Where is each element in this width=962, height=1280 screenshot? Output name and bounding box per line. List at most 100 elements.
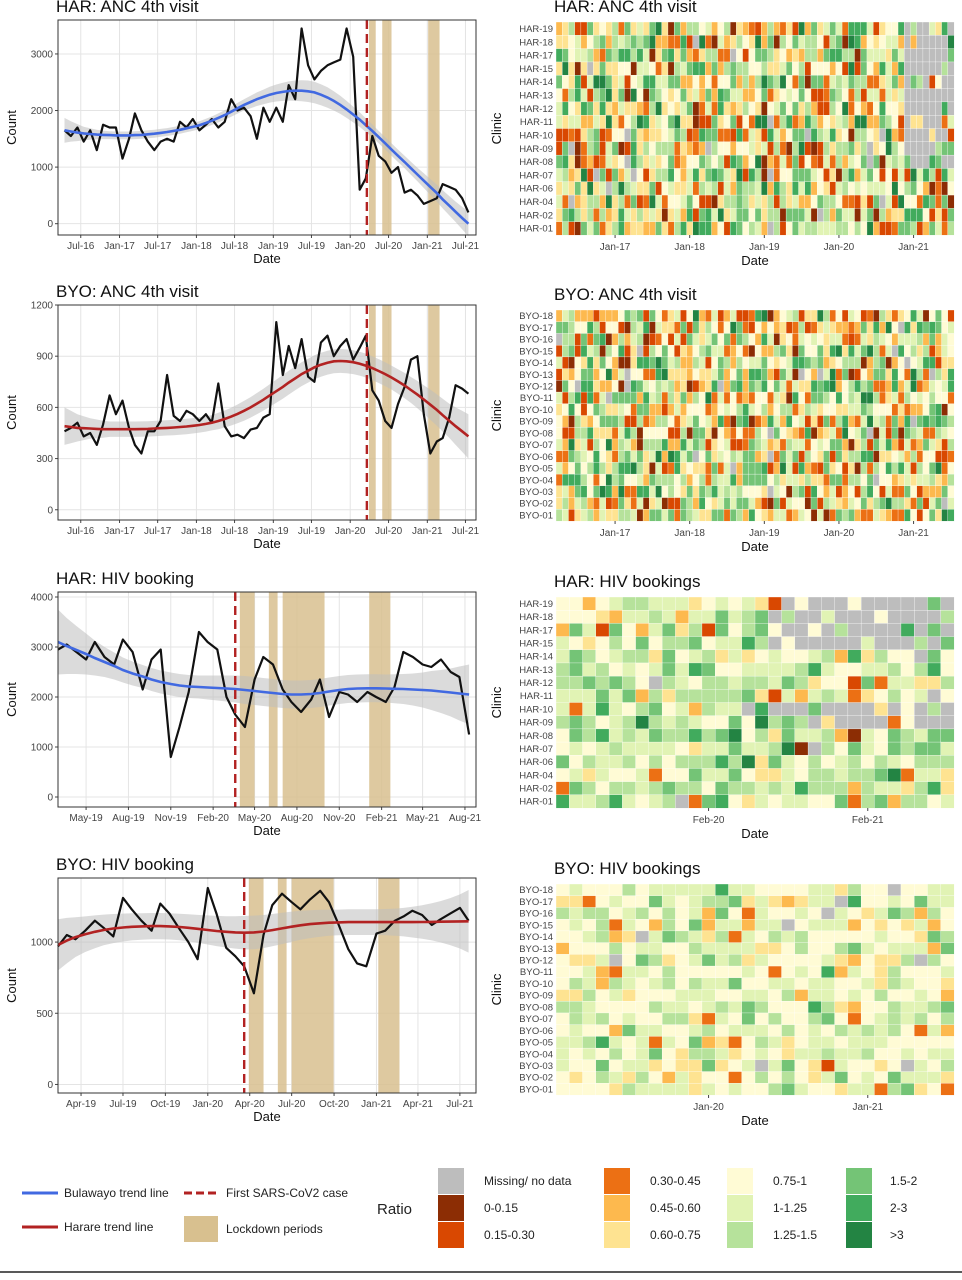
heatmap-cell bbox=[611, 115, 619, 129]
heatmap-cell bbox=[705, 403, 712, 416]
heatmap-cell bbox=[569, 965, 583, 979]
heatmap-cell bbox=[916, 485, 924, 498]
heatmap-cell bbox=[904, 48, 911, 63]
heatmap-cell bbox=[767, 101, 775, 116]
heatmap-cell bbox=[582, 1047, 597, 1061]
heatmap-cell bbox=[555, 596, 570, 611]
heatmap-cell bbox=[630, 35, 638, 49]
heatmap-cell bbox=[834, 1012, 849, 1026]
heatmap-cell bbox=[927, 1083, 942, 1096]
heatmap-cell bbox=[773, 194, 781, 209]
heatmap-cell bbox=[935, 168, 942, 183]
heatmap-cell bbox=[618, 415, 625, 428]
heatmap-cell bbox=[667, 48, 675, 63]
heatmap-cell bbox=[847, 649, 862, 664]
heatmap-cell bbox=[667, 427, 675, 440]
heatmap-cell bbox=[874, 596, 889, 611]
heatmap-cell bbox=[914, 965, 928, 979]
heatmap-cell bbox=[872, 88, 880, 103]
heatmap-cell bbox=[673, 485, 681, 498]
heatmap-cell bbox=[927, 794, 942, 809]
row-label: HAR-12 bbox=[519, 678, 553, 689]
heatmap-cell bbox=[879, 368, 886, 381]
heatmap-cell bbox=[922, 35, 930, 49]
heatmap-cell bbox=[810, 75, 818, 89]
heatmap-cell bbox=[686, 450, 694, 463]
heatmap-cell bbox=[667, 181, 675, 196]
heatmap-cell bbox=[879, 101, 886, 116]
heatmap-cell bbox=[599, 221, 607, 236]
heatmap-cell bbox=[742, 154, 750, 169]
heatmap-cell bbox=[854, 21, 862, 36]
heatmap-cell bbox=[580, 427, 588, 440]
heatmap-cell bbox=[879, 61, 886, 76]
heatmap-cell bbox=[940, 977, 955, 990]
heatmap-cell bbox=[910, 115, 918, 129]
x-tick-label: Jul-16 bbox=[67, 241, 95, 252]
heatmap-cell bbox=[686, 88, 694, 103]
heatmap-cell bbox=[580, 154, 588, 169]
heatmap-cell bbox=[741, 1001, 756, 1014]
heatmap-cell bbox=[701, 768, 716, 783]
heatmap-cell bbox=[761, 101, 768, 116]
heatmap-cell bbox=[611, 35, 619, 49]
legend-swatch-ratio bbox=[727, 1168, 753, 1194]
heatmap-cell bbox=[741, 954, 756, 967]
heatmap-cell bbox=[675, 954, 690, 967]
heatmap-cell bbox=[872, 168, 880, 183]
heatmap-cell bbox=[887, 610, 902, 624]
heatmap-cell bbox=[866, 438, 874, 452]
heatmap-cell bbox=[817, 509, 824, 522]
heatmap-cell bbox=[887, 954, 902, 967]
heatmap-cell bbox=[848, 61, 855, 76]
heatmap-cell bbox=[593, 497, 600, 510]
heatmap-cell bbox=[914, 675, 928, 690]
heatmap-cell bbox=[661, 309, 669, 323]
heatmap-cell bbox=[761, 88, 768, 103]
panel-title: BYO: ANC 4th visit bbox=[56, 282, 199, 301]
heatmap-cell bbox=[804, 309, 812, 323]
heatmap-cell bbox=[692, 380, 700, 393]
heatmap-cell bbox=[574, 356, 582, 369]
heatmap-cell bbox=[792, 181, 799, 196]
heatmap-cell bbox=[835, 61, 843, 76]
heatmap-cell bbox=[723, 344, 731, 358]
heatmap-cell bbox=[686, 380, 694, 393]
heatmap-cell bbox=[866, 181, 874, 196]
heatmap-cell bbox=[555, 755, 570, 769]
heatmap-cell bbox=[798, 128, 806, 143]
heatmap-cell bbox=[935, 473, 942, 487]
heatmap-cell bbox=[885, 415, 893, 428]
heatmap-cell bbox=[741, 662, 756, 677]
heatmap-cell bbox=[593, 309, 600, 323]
heatmap-cell bbox=[586, 321, 594, 334]
heatmap-cell bbox=[848, 380, 855, 393]
heatmap-cell bbox=[792, 168, 799, 183]
heatmap-cell bbox=[940, 755, 955, 769]
heatmap-cell bbox=[605, 208, 613, 223]
heatmap-cell bbox=[675, 636, 690, 651]
heatmap-cell bbox=[562, 194, 569, 209]
heatmap-cell bbox=[618, 391, 625, 405]
heatmap-cell bbox=[574, 181, 582, 196]
heatmap-cell bbox=[593, 168, 600, 183]
heatmap-cell bbox=[701, 755, 716, 769]
heatmap-cell bbox=[761, 321, 768, 334]
heatmap-cell bbox=[649, 194, 656, 209]
heatmap-cell bbox=[698, 309, 706, 323]
heatmap-panel-7: BYO: HIV bookingsBYO-18BYO-17BYO-16BYO-1… bbox=[489, 859, 955, 1128]
heatmap-cell bbox=[761, 462, 768, 475]
heatmap-cell bbox=[574, 427, 582, 440]
heatmap-cell bbox=[605, 75, 613, 89]
heatmap-cell bbox=[705, 154, 712, 169]
heatmap-cell bbox=[807, 596, 822, 611]
heatmap-cell bbox=[624, 88, 632, 103]
heatmap-cell bbox=[847, 1036, 862, 1049]
heatmap-cell bbox=[914, 1012, 928, 1026]
heatmap-cell bbox=[947, 181, 955, 196]
heatmap-cell bbox=[569, 1012, 583, 1026]
heatmap-cell bbox=[835, 128, 843, 143]
heatmap-cell bbox=[593, 75, 600, 89]
heatmap-cell bbox=[582, 1001, 597, 1014]
heatmap-cell bbox=[748, 154, 756, 169]
